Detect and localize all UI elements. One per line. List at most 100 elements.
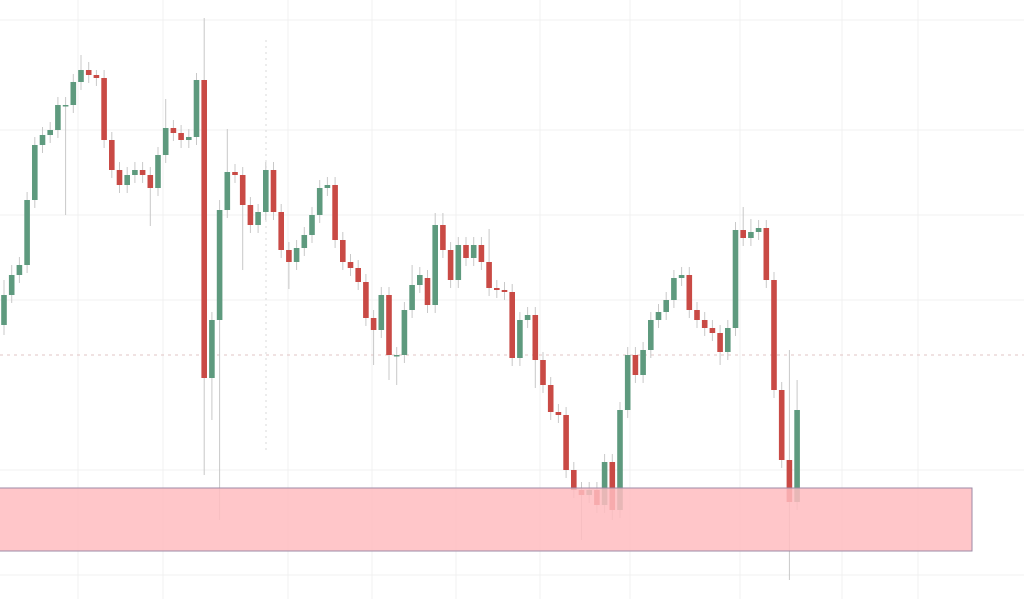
candle-body <box>70 82 77 105</box>
candle-body <box>124 175 130 185</box>
candle-body <box>55 105 61 130</box>
candle-body <box>263 170 269 212</box>
candle-body <box>740 230 746 238</box>
candle-body <box>239 175 246 205</box>
candle-body <box>624 355 631 410</box>
candle-body <box>601 462 608 505</box>
candle-body <box>494 288 500 290</box>
candle-body <box>309 215 315 235</box>
candle-body <box>363 282 369 318</box>
candle-body <box>417 275 423 285</box>
candle-body <box>139 170 146 175</box>
candle-body <box>555 412 562 415</box>
candle-body <box>232 172 238 175</box>
candle-body <box>193 80 200 137</box>
candle-body <box>424 278 431 305</box>
candle-body <box>617 410 623 510</box>
candle-body <box>270 170 277 212</box>
candle-body <box>39 135 46 145</box>
candle-body <box>278 212 284 250</box>
candle-body <box>116 170 123 185</box>
candle-body <box>201 80 207 378</box>
candle-body <box>609 462 616 510</box>
candle-body <box>340 240 346 262</box>
candle-body <box>8 275 15 295</box>
candle-body <box>255 212 261 225</box>
candle-body <box>486 262 492 288</box>
support-zone <box>0 487 973 552</box>
candle-body <box>571 470 577 490</box>
candle-body <box>547 385 554 412</box>
candle-body <box>178 133 184 140</box>
candle-body <box>501 290 508 292</box>
candle-body <box>332 185 338 240</box>
candle-body <box>162 128 169 155</box>
candle-body <box>155 155 161 188</box>
candle-body <box>132 170 138 175</box>
candle-body <box>209 320 215 378</box>
candle-body <box>247 205 254 225</box>
candle-body <box>540 360 546 385</box>
candle-body <box>748 232 754 238</box>
candle-body <box>401 310 408 355</box>
candle-body <box>732 230 739 328</box>
candle-body <box>370 318 377 330</box>
candle-body <box>671 278 677 300</box>
candle-body <box>509 292 515 358</box>
candle-body <box>301 235 308 248</box>
candle-body <box>1 295 7 325</box>
candle-body <box>771 280 777 390</box>
candle-body <box>85 70 92 75</box>
candle-body <box>147 175 154 188</box>
candle-body <box>686 275 693 310</box>
candle-body <box>470 245 477 258</box>
candle-body <box>517 320 523 358</box>
candle-body <box>655 312 662 320</box>
candle-body <box>386 295 392 355</box>
candle-body <box>778 390 785 460</box>
candle-body <box>447 250 454 280</box>
candle-body <box>678 275 685 278</box>
candle-body <box>216 210 223 320</box>
candle-body <box>755 228 762 232</box>
candle-body <box>709 328 716 333</box>
candle-body <box>286 250 292 262</box>
candle-body <box>432 225 438 305</box>
candle-body <box>524 315 531 320</box>
candle-body <box>293 248 300 262</box>
candle-body <box>378 295 385 330</box>
candle-body <box>701 320 708 328</box>
candle-body <box>347 262 354 268</box>
candle-body <box>640 350 646 375</box>
candle-body <box>532 315 539 360</box>
candle-body <box>16 265 23 275</box>
candle-body <box>763 228 770 280</box>
candle-body <box>393 355 400 357</box>
candle-body <box>409 285 415 310</box>
candle-body <box>78 70 84 82</box>
candle-body <box>440 225 446 250</box>
candle-body <box>224 172 231 210</box>
candle-body <box>170 128 177 133</box>
candle-body <box>663 300 669 312</box>
candle-body <box>478 245 485 262</box>
candle-body <box>355 268 361 282</box>
candle-body <box>93 75 100 78</box>
candle-body <box>717 333 723 352</box>
candle-body <box>186 137 192 140</box>
candle-body <box>101 78 107 140</box>
candle-body <box>648 320 654 350</box>
candle-body <box>632 355 639 375</box>
candle-body <box>694 310 700 320</box>
candle-body <box>563 415 569 470</box>
candle-body <box>316 188 323 215</box>
candle-body <box>463 245 469 258</box>
candle-body <box>786 460 793 502</box>
candle-body <box>62 105 69 107</box>
candle-body <box>725 328 731 352</box>
candle-body <box>24 200 30 265</box>
candle-body <box>324 185 331 188</box>
candle-body <box>455 245 462 280</box>
